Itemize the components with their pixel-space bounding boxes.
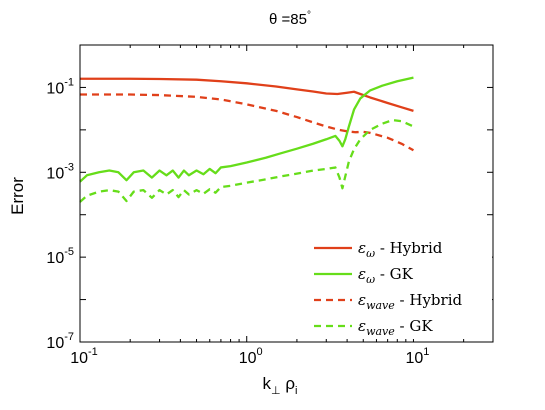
- y-tick-label: 10-1: [46, 76, 74, 97]
- y-axis-label: Error: [8, 177, 27, 215]
- x-tick-label: 10-1: [70, 346, 98, 367]
- plot-area-frame: [79, 44, 494, 343]
- y-tick-label: 10-5: [46, 246, 74, 267]
- legend-label-0: εω - Hybrid: [358, 239, 443, 260]
- legend-label-2: εwave - Hybrid: [358, 291, 462, 312]
- series-line-2: [80, 93, 415, 152]
- series-layer: [79, 76, 415, 203]
- legend-background: [306, 235, 492, 339]
- y-tick-label: 10-3: [46, 161, 74, 182]
- y-tick-label: 10-7: [46, 331, 74, 352]
- ticks-layer: 10-1 100 101 10-7 10-5 10-3 10-1: [46, 44, 494, 367]
- legend-label-3: εwave - GK: [358, 317, 433, 338]
- series-line-1: [79, 76, 414, 183]
- legend: εω - Hybrid εω - GK εwave - Hybrid εwave - …: [306, 235, 492, 339]
- legend-label-1: εω - GK: [358, 265, 414, 286]
- series-line-0: [80, 77, 414, 112]
- x-tick-label: 100: [239, 346, 263, 367]
- x-tick-label: 101: [405, 346, 429, 367]
- chart-title: θ =85°: [269, 10, 311, 28]
- series-line-3: [79, 118, 414, 203]
- x-axis-label: k⊥ ρi: [263, 374, 298, 397]
